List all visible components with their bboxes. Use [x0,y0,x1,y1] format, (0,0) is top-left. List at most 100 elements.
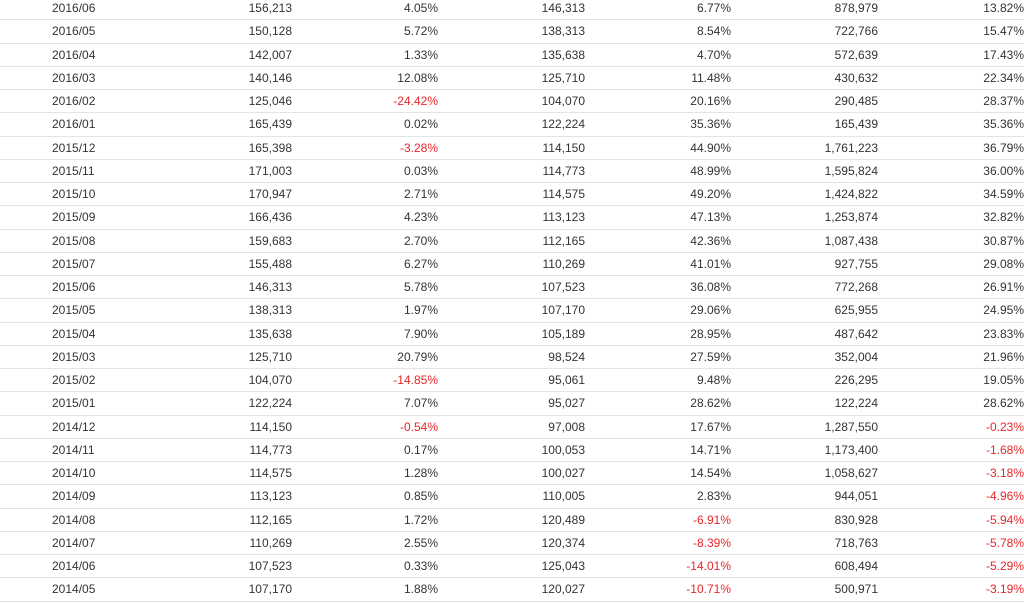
cumulative-value-cell: 625,955 [731,298,878,323]
yoy-change-cell: -14.01% [585,554,731,579]
value-cell: 146,313 [116,275,292,300]
table-row: 2014/08 112,165 1.72% 120,489 -6.91% 830,928-… [0,508,1024,532]
cumulative-change-cell: 36.00% [878,159,1024,184]
change-cell: -0.54% [292,415,438,439]
table-row: 2015/05 138,313 1.97% 107,170 29.06% 625,955 2… [0,298,1024,323]
yoy-change-cell: 29.06% [585,298,731,323]
cumulative-value-cell: 572,639 [731,43,878,67]
change-cell: 1.88% [292,577,438,602]
yoy-change-cell: 6.77% [585,0,731,21]
prior-value-cell: 105,189 [438,322,585,346]
value-cell: 165,439 [116,112,292,137]
yoy-change-cell: 36.08% [585,275,731,300]
month-cell: 2015/09 [0,205,116,230]
cumulative-change-cell: -4.96% [878,484,1024,509]
prior-value-cell: 114,773 [438,159,585,184]
prior-value-cell: 100,053 [438,438,585,463]
cumulative-change-cell: -5.29% [878,554,1024,579]
month-cell: 2015/05 [0,298,116,323]
cumulative-change-cell: 22.34% [878,66,1024,91]
prior-value-cell: 110,005 [438,484,585,509]
change-cell: -24.42% [292,89,438,114]
table-row: 2014/10 114,575 1.28% 100,027 14.54% 1,058,62… [0,461,1024,486]
value-cell: 135,638 [116,322,292,346]
table-row: 2015/12 165,398 -3.28% 114,150 44.90% 1,761,2… [0,136,1024,160]
yoy-change-cell: 28.62% [585,391,731,416]
table-row: 2014/05 107,170 1.88% 120,027 -10.71% 500,971… [0,577,1024,602]
table-row: 2015/01 122,224 7.07% 95,027 28.62% 122,224 28… [0,391,1024,416]
cumulative-change-cell: 21.96% [878,345,1024,370]
value-cell: 125,046 [116,89,292,114]
yoy-change-cell: 8.54% [585,19,731,44]
month-cell: 2014/07 [0,531,116,556]
change-cell: 7.07% [292,391,438,416]
prior-value-cell: 120,027 [438,577,585,602]
cumulative-change-cell: -5.78% [878,531,1024,556]
month-cell: 2016/02 [0,89,116,114]
cumulative-change-cell: -1.68% [878,438,1024,463]
yoy-change-cell: 14.54% [585,461,731,486]
value-cell: 114,150 [116,415,292,439]
change-cell: 6.27% [292,252,438,277]
table-row: 2014/09 113,123 0.85% 110,005 2.83% 944,051 -4… [0,484,1024,509]
month-cell: 2014/11 [0,438,116,463]
table-row: 2015/02 104,070 -14.85% 95,061 9.48% 226,295 1… [0,368,1024,393]
cumulative-value-cell: 944,051 [731,484,878,509]
month-cell: 2015/11 [0,159,116,184]
cumulative-change-cell: 15.47% [878,19,1024,44]
prior-value-cell: 125,710 [438,66,585,91]
yoy-change-cell: 48.99% [585,159,731,184]
prior-value-cell: 120,489 [438,508,585,532]
yoy-change-cell: -6.91% [585,508,731,532]
table-row: 2014/11 114,773 0.17% 100,053 14.71% 1,173,40… [0,438,1024,463]
table-row: 2015/11 171,003 0.03% 114,773 48.99% 1,595,82… [0,159,1024,184]
cumulative-value-cell: 122,224 [731,391,878,416]
prior-value-cell: 97,008 [438,415,585,439]
cumulative-change-cell: 19.05% [878,368,1024,393]
cumulative-value-cell: 722,766 [731,19,878,44]
cumulative-value-cell: 1,173,400 [731,438,878,463]
value-cell: 142,007 [116,43,292,67]
change-cell: 20.79% [292,345,438,370]
prior-value-cell: 95,027 [438,391,585,416]
prior-value-cell: 114,575 [438,182,585,207]
value-cell: 166,436 [116,205,292,230]
value-cell: 110,269 [116,531,292,556]
table-row: 2016/05 150,128 5.72% 138,313 8.54% 722,766 15… [0,19,1024,44]
cumulative-change-cell: 30.87% [878,229,1024,253]
cumulative-value-cell: 772,268 [731,275,878,300]
cumulative-change-cell: 28.62% [878,391,1024,416]
month-cell: 2015/02 [0,368,116,393]
cumulative-change-cell: 32.82% [878,205,1024,230]
table-row: 2015/10 170,947 2.71% 114,575 49.20% 1,424,82… [0,182,1024,207]
change-cell: 12.08% [292,66,438,91]
cumulative-value-cell: 430,632 [731,66,878,91]
prior-value-cell: 110,269 [438,252,585,277]
change-cell: 1.28% [292,461,438,486]
value-cell: 138,313 [116,298,292,323]
month-cell: 2015/04 [0,322,116,346]
value-cell: 170,947 [116,182,292,207]
prior-value-cell: 98,524 [438,345,585,370]
cumulative-value-cell: 1,761,223 [731,136,878,160]
prior-value-cell: 113,123 [438,205,585,230]
table-row: 2016/01 165,439 0.02% 122,224 35.36% 165,439 3… [0,112,1024,137]
change-cell: 4.05% [292,0,438,21]
change-cell: -14.85% [292,368,438,393]
cumulative-change-cell: 35.36% [878,112,1024,137]
prior-value-cell: 107,523 [438,275,585,300]
prior-value-cell: 104,070 [438,89,585,114]
cumulative-value-cell: 226,295 [731,368,878,393]
yoy-change-cell: 41.01% [585,252,731,277]
change-cell: 1.72% [292,508,438,532]
month-cell: 2016/05 [0,19,116,44]
table-row: 2016/03 140,146 12.08% 125,710 11.48% 430,632… [0,66,1024,91]
change-cell: 0.02% [292,112,438,137]
value-cell: 171,003 [116,159,292,184]
cumulative-value-cell: 878,979 [731,0,878,21]
cumulative-change-cell: 26.91% [878,275,1024,300]
cumulative-value-cell: 290,485 [731,89,878,114]
month-cell: 2016/06 [0,0,116,21]
value-cell: 125,710 [116,345,292,370]
